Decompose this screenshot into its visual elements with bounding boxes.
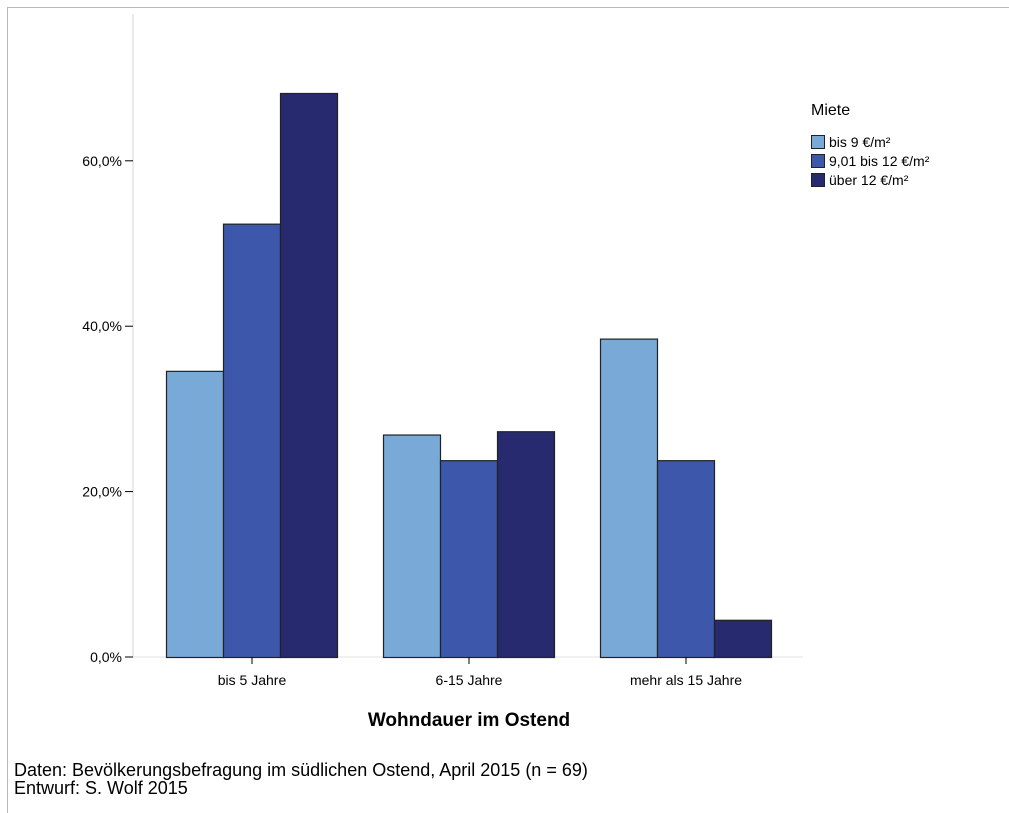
footer-author: Entwurf: S. Wolf 2015 xyxy=(14,778,188,798)
bar-3-2 xyxy=(656,460,716,659)
bar-2-2 xyxy=(439,460,499,659)
y-ticks: 0,0% 20,0% 40,0% 60,0% xyxy=(82,153,133,665)
y-tick-label: 40,0% xyxy=(82,318,122,334)
legend-swatch xyxy=(811,173,825,187)
bar-1-2 xyxy=(222,223,282,659)
chart-frame xyxy=(7,7,1009,813)
footer-source: Daten: Bevölkerungsbefragung im südliche… xyxy=(14,760,588,780)
y-tick-label: 20,0% xyxy=(82,484,122,500)
bar-1-1 xyxy=(165,370,225,659)
legend-label: 9,01 bis 12 €/m² xyxy=(829,153,930,169)
y-tick-label: 60,0% xyxy=(82,153,122,169)
bar-3-3 xyxy=(713,619,773,659)
legend-swatch xyxy=(811,154,825,168)
x-ticks: bis 5 Jahre 6-15 Jahre mehr als 15 Jahre xyxy=(218,657,742,688)
bar-chart: 0,0% 20,0% 40,0% 60,0% bis 5 Jahre 6-15 Jahr… xyxy=(82,14,930,731)
bars xyxy=(165,92,773,659)
x-axis-title: Wohndauer im Ostend xyxy=(368,710,570,731)
legend-swatch xyxy=(811,135,825,149)
x-tick-label: mehr als 15 Jahre xyxy=(630,672,742,688)
bar-2-3 xyxy=(496,431,556,659)
legend-title: Miete xyxy=(811,102,850,119)
bar-1-3 xyxy=(279,92,339,659)
x-tick-label: bis 5 Jahre xyxy=(218,672,287,688)
legend-label: bis 9 €/m² xyxy=(829,134,891,150)
bar-3-1 xyxy=(599,338,659,659)
bar-2-1 xyxy=(382,434,442,659)
x-tick-label: 6-15 Jahre xyxy=(436,672,503,688)
legend: Miete bis 9 €/m² 9,01 bis 12 €/m² über 12 … xyxy=(811,102,930,188)
legend-label: über 12 €/m² xyxy=(829,172,909,188)
y-tick-label: 0,0% xyxy=(90,649,122,665)
